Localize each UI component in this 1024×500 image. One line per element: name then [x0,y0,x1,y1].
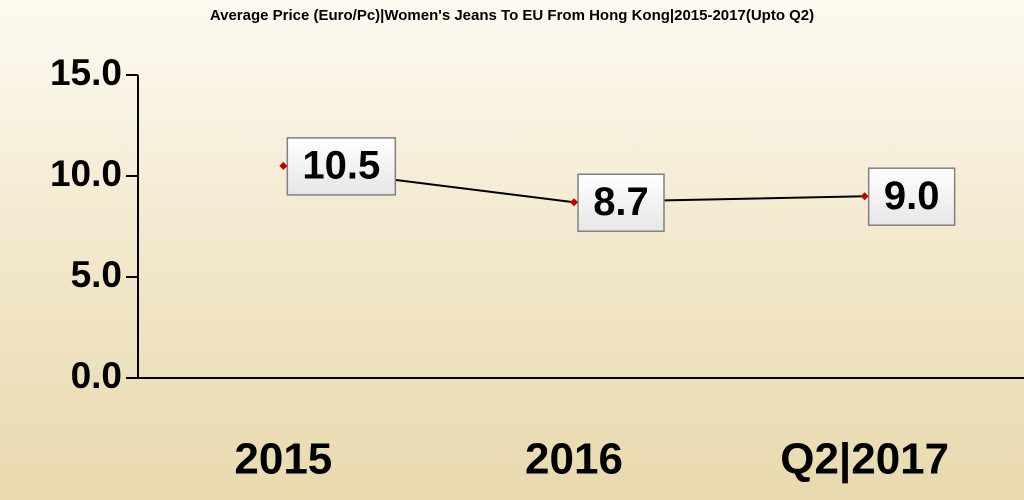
data-label: 10.5 [302,143,380,187]
y-tick-label: 10.0 [50,153,122,194]
x-tick-label: Q2|2017 [780,435,949,485]
y-tick-label: 5.0 [71,254,122,295]
marker [570,198,578,207]
data-label: 8.7 [593,180,649,224]
x-tick-label: 2015 [234,435,332,484]
data-label-box [286,137,397,196]
y-tick-label: 0.0 [71,355,122,396]
x-tick-label: 2016 [525,435,623,484]
chart-title: Average Price (Euro/Pc)|Women's Jeans To… [210,7,814,24]
y-tick-label: 15.0 [50,52,122,93]
data-label: 9.0 [884,174,940,218]
marker [279,161,288,170]
data-label-box [577,173,665,233]
data-label-box [867,167,956,226]
marker [860,192,869,201]
